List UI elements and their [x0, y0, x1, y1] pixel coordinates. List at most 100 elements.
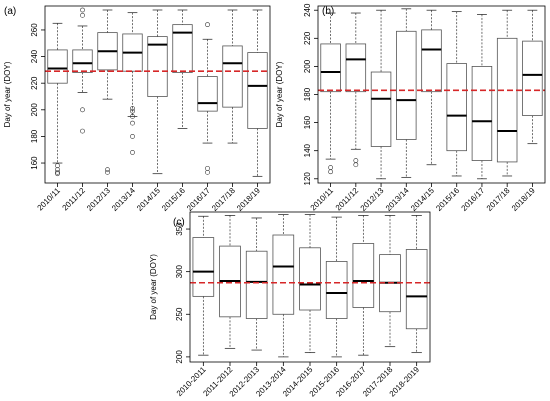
x-tick-label: 2012/13 — [359, 186, 386, 213]
outlier-point — [130, 149, 135, 155]
box-7 — [496, 9, 518, 177]
box-1 — [72, 7, 93, 134]
y-tick-label: 200 — [30, 103, 39, 117]
x-tick-label: 2014/15 — [409, 186, 436, 213]
y-tick-label: 120 — [303, 172, 312, 186]
box-body — [222, 45, 243, 108]
box-8 — [522, 9, 543, 145]
x-tick-label: 2013/14 — [110, 186, 137, 213]
box-0 — [320, 12, 341, 175]
box-body — [345, 43, 367, 93]
box-6 — [352, 215, 375, 356]
box-7 — [379, 215, 401, 348]
box-2 — [370, 9, 392, 180]
outlier-point — [328, 165, 334, 170]
x-tick-label: 2011/12 — [334, 186, 361, 213]
x-tick-label: 2011/12 — [61, 186, 88, 213]
box-body — [522, 40, 543, 116]
x-tick-label: 2015/16 — [160, 186, 187, 213]
box-6 — [197, 22, 218, 175]
panel-label: (c) — [173, 217, 185, 228]
box-body — [47, 49, 68, 84]
x-tick-label: 2010/11 — [36, 186, 63, 213]
outlier-point — [80, 107, 85, 113]
box-body — [446, 63, 467, 152]
x-tick-label: 2016/17 — [185, 186, 212, 213]
box-body — [247, 52, 268, 129]
box-8 — [405, 215, 428, 354]
panel-a: (a) Day of year (DOY) 160 180 200 220 240 260 20… — [3, 5, 271, 213]
box-body — [147, 36, 168, 97]
panel-label: (a) — [4, 6, 16, 17]
outlier-point — [80, 128, 85, 134]
box-2 — [97, 9, 118, 175]
box-body — [320, 43, 341, 93]
y-tick-label: 350 — [175, 222, 184, 236]
x-tick-label: 2017/18 — [485, 186, 512, 213]
outlier-point — [130, 120, 135, 126]
box-5 — [172, 9, 193, 129]
x-tick-label: 2015/16 — [434, 186, 461, 213]
box-body — [197, 76, 218, 112]
outlier-point — [130, 114, 135, 119]
panel-label: (b) — [322, 6, 334, 17]
box-6 — [471, 14, 493, 180]
box-4 — [147, 9, 168, 175]
y-tick-label: 180 — [303, 87, 312, 101]
outlier-point — [353, 162, 359, 168]
box-0 — [47, 22, 68, 177]
outlier-point — [80, 7, 85, 13]
box-7 — [222, 9, 243, 144]
outlier-point — [105, 169, 110, 175]
box-4 — [299, 214, 321, 354]
x-tick-label: 2014/15 — [135, 186, 162, 213]
y-tick-label: 200 — [175, 350, 184, 364]
box-body — [325, 261, 348, 319]
outlier-point — [55, 169, 60, 175]
x-tick-label: 2012/13 — [85, 186, 112, 213]
outlier-point — [205, 22, 210, 28]
outlier-point — [105, 167, 110, 173]
box-3 — [122, 12, 143, 155]
x-tick-label: 2018/19 — [510, 186, 537, 213]
outlier-point — [130, 134, 135, 139]
box-body — [471, 66, 493, 161]
box-body — [421, 29, 442, 93]
x-tick-label: 2018/19 — [235, 186, 262, 213]
box-0 — [192, 215, 215, 356]
x-tick-label: 2016/17 — [460, 186, 487, 213]
outlier-point — [80, 12, 85, 18]
y-tick-label: 220 — [30, 76, 39, 90]
panel-b: (b) Day of year (DOY) 120 140 160 180 200 220 24… — [275, 3, 546, 213]
box-4 — [421, 9, 442, 166]
outlier-point — [130, 108, 135, 114]
x-tick-label: 2010/11 — [309, 186, 336, 213]
y-tick-label: 140 — [303, 143, 312, 157]
box-body — [405, 249, 428, 330]
outlier-point — [353, 158, 359, 163]
y-tick-label: 260 — [30, 23, 39, 37]
y-tick-label: 200 — [303, 59, 312, 73]
box-2 — [245, 217, 268, 351]
y-tick-label: 250 — [175, 307, 184, 321]
box-3 — [396, 8, 417, 178]
outlier-point — [55, 163, 60, 169]
x-tick-label: 2017/18 — [210, 186, 237, 213]
box-1 — [219, 215, 241, 349]
box-8 — [247, 9, 268, 177]
box-body — [272, 234, 295, 315]
box-body — [245, 250, 268, 319]
outlier-point — [205, 165, 210, 171]
box-body — [72, 49, 93, 73]
y-tick-label: 240 — [303, 3, 312, 17]
box-body — [396, 30, 417, 140]
box-5 — [325, 216, 348, 358]
box-body — [172, 24, 193, 73]
box-body — [496, 37, 518, 163]
y-axis-label: Day of year (DOY) — [275, 61, 284, 127]
y-tick-label: 300 — [175, 264, 184, 278]
panel-c: (c)Day of year (DOY)2002503003502010-201… — [149, 211, 431, 398]
y-tick-label: 180 — [30, 129, 39, 143]
y-tick-label: 240 — [30, 49, 39, 63]
